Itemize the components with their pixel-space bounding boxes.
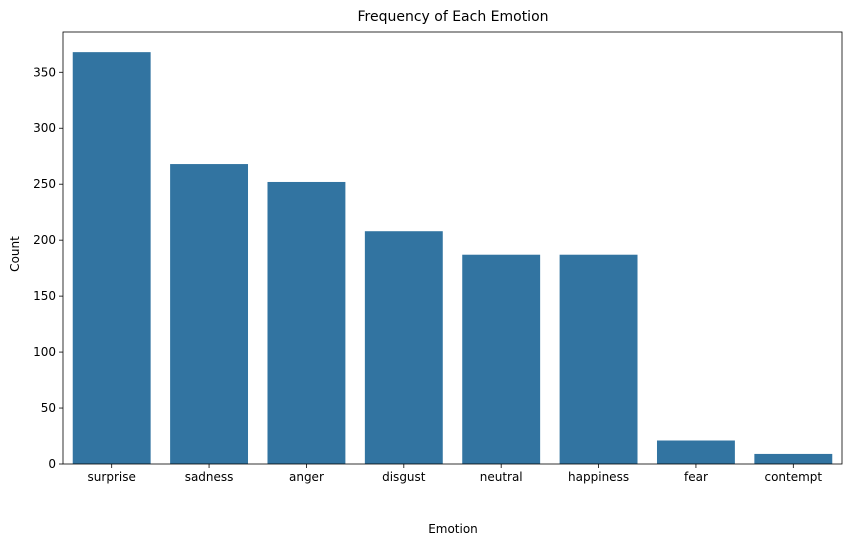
bar-fear — [656, 440, 735, 464]
y-axis-ticks: 0 50 100 150 200 250 300 350 — [33, 65, 63, 471]
x-tick-label-contempt: contempt — [764, 470, 822, 484]
plot-frame — [62, 31, 843, 465]
y-axis-title: Count — [8, 236, 22, 272]
bar-sadness — [170, 164, 249, 464]
x-axis-title: Emotion — [428, 522, 478, 536]
y-tick-label-200: 200 — [33, 233, 56, 247]
x-tick-label-neutral: neutral — [480, 470, 523, 484]
chart-title: Frequency of Each Emotion — [357, 9, 548, 25]
y-tick-label-350: 350 — [33, 65, 56, 79]
y-tick-label-150: 150 — [33, 289, 56, 303]
bar-happiness — [559, 254, 638, 464]
x-tick-label-sadness: sadness — [185, 470, 234, 484]
x-tick-label-disgust: disgust — [382, 470, 426, 484]
bar-neutral — [462, 254, 541, 464]
y-tick-label-0: 0 — [48, 457, 56, 471]
bar-disgust — [364, 231, 443, 464]
x-tick-label-fear: fear — [684, 470, 708, 484]
x-tick-label-surprise: surprise — [88, 470, 136, 484]
x-axis-ticks: surprise sadness anger disgust neutral happin… — [88, 464, 822, 484]
bars-group — [72, 52, 833, 464]
bar-anger — [267, 181, 346, 464]
y-tick-label-250: 250 — [33, 177, 56, 191]
y-tick-label-50: 50 — [41, 401, 56, 415]
bar-surprise — [72, 52, 151, 464]
bar-contempt — [754, 453, 833, 464]
y-tick-label-300: 300 — [33, 121, 56, 135]
y-tick-label-100: 100 — [33, 345, 56, 359]
x-tick-label-anger: anger — [289, 470, 324, 484]
x-tick-label-happiness: happiness — [568, 470, 629, 484]
